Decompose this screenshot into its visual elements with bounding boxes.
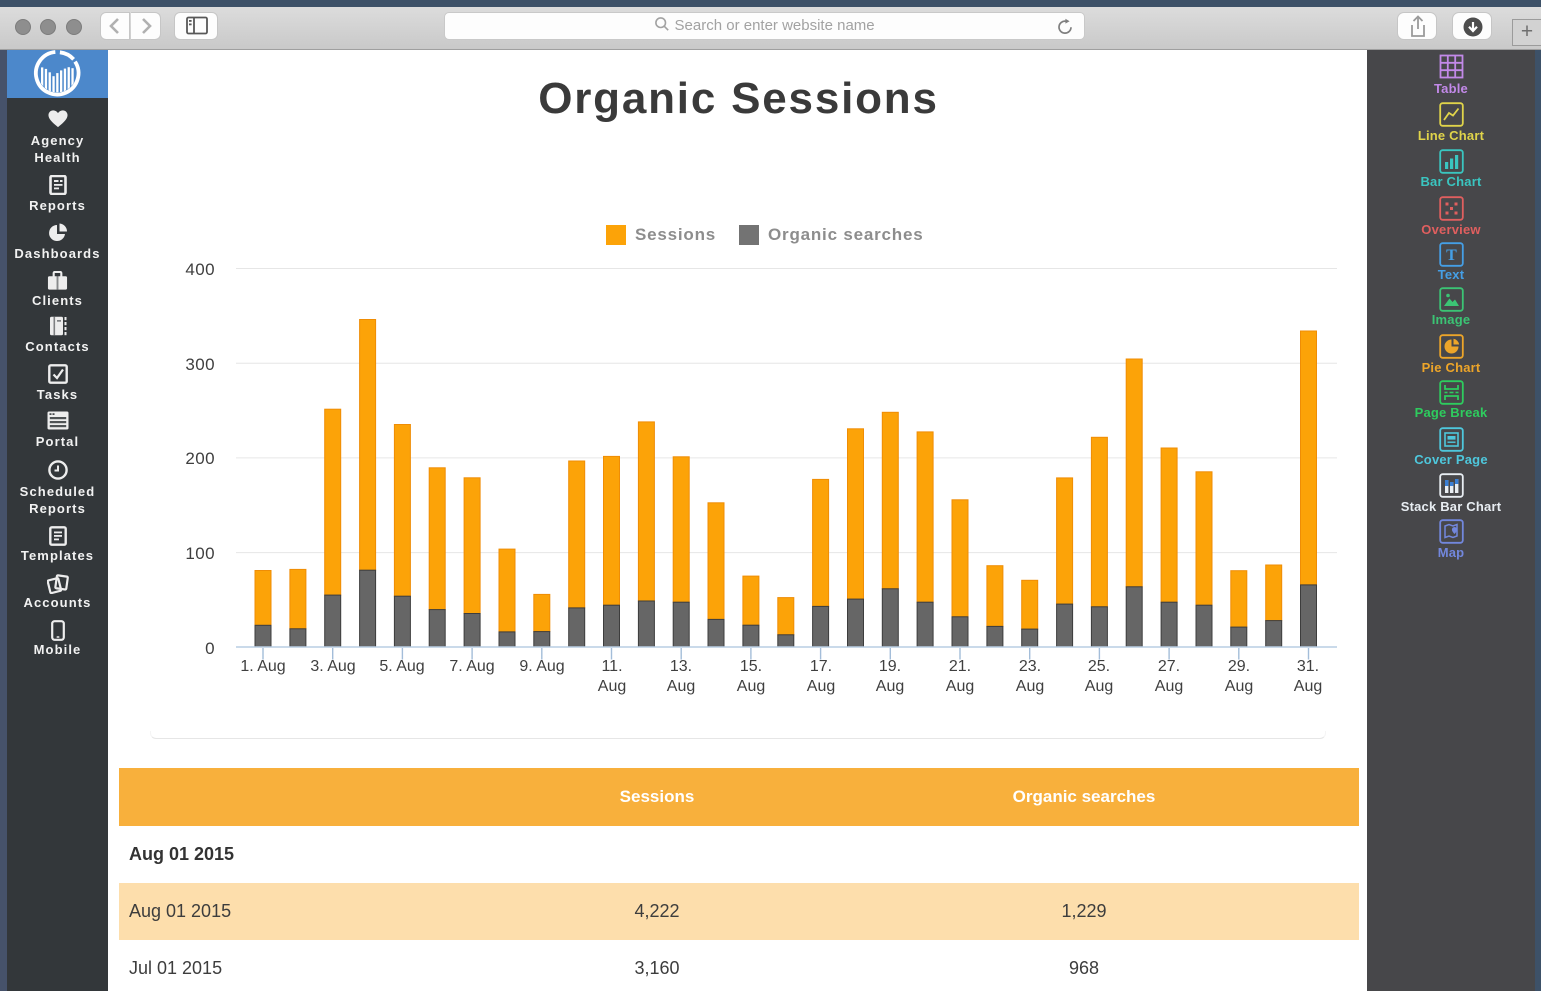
svg-text:T: T [1446,247,1457,264]
